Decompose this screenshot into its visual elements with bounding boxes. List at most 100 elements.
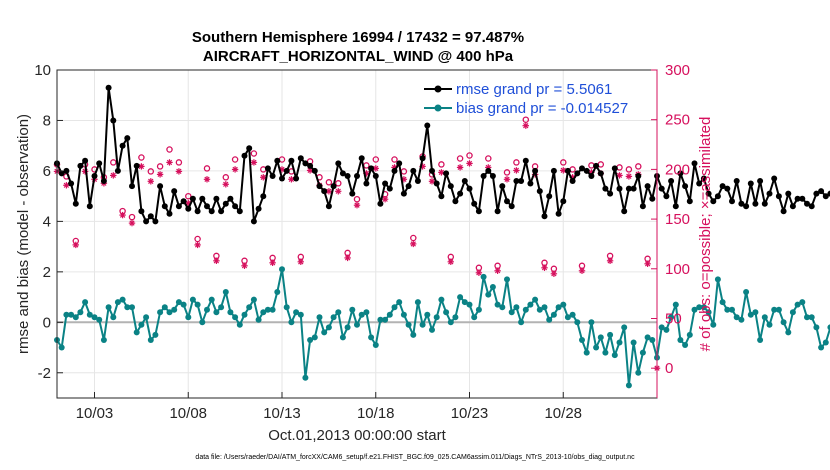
bias-point — [297, 311, 304, 318]
bias-point — [546, 316, 553, 323]
obs-assimilated-point — [213, 257, 220, 264]
rmse-point — [574, 170, 581, 177]
obs-assimilated-point — [456, 164, 464, 171]
obs-assimilated-point — [541, 264, 548, 271]
obs-assimilated-stroke — [260, 174, 266, 181]
obs-assimilated-point — [447, 258, 454, 265]
rmse-point — [714, 193, 721, 200]
rmse-point — [405, 183, 412, 190]
rmse-point — [808, 203, 815, 210]
rmse-point — [241, 152, 248, 159]
bias-point — [433, 314, 440, 321]
bias-point — [91, 314, 98, 321]
rmse-point — [789, 203, 796, 210]
bias-point — [325, 324, 332, 331]
rmse-point — [757, 178, 764, 184]
rmse-point — [602, 185, 609, 192]
bias-point — [513, 304, 520, 311]
rmse-point — [569, 178, 576, 184]
right-tick-label: 250 — [665, 112, 690, 129]
rmse-point — [330, 183, 337, 190]
bias-point — [588, 319, 595, 326]
obs-possible-point — [222, 174, 230, 181]
x-tick-label: 10/18 — [357, 405, 395, 422]
rmse-point — [597, 170, 604, 177]
obs-assimilated-stroke — [110, 172, 116, 179]
bias-point — [185, 314, 192, 321]
bias-point — [630, 339, 637, 346]
rmse-point — [588, 173, 595, 179]
rmse-point — [475, 208, 482, 215]
obs-possible-point — [485, 155, 492, 162]
obs-assimilated-point — [513, 167, 520, 174]
bias-point — [752, 309, 759, 316]
rmse-point — [86, 203, 93, 210]
obs-assimilated-point — [606, 257, 614, 264]
rmse-point — [466, 185, 473, 192]
rmse-point — [386, 185, 393, 192]
bias-point — [485, 291, 492, 298]
obs-assimilated-point — [288, 176, 295, 183]
bias-point — [504, 276, 510, 283]
obs-possible-point — [456, 155, 464, 162]
obs-possible-point — [625, 166, 633, 173]
bias-point — [536, 306, 543, 313]
rmse-point — [696, 180, 703, 187]
bias-point — [705, 309, 712, 316]
rmse-point — [344, 173, 351, 179]
obs-assimilated-point — [438, 169, 445, 176]
bias-point — [208, 296, 215, 303]
rmse-point — [293, 175, 300, 182]
rmse-point — [452, 198, 459, 205]
bias-point — [733, 314, 740, 321]
bias-point — [607, 331, 614, 338]
bias-point — [597, 334, 604, 341]
obs-assimilated-stroke — [213, 258, 220, 264]
bias-point — [532, 296, 539, 303]
obs-possible-point — [194, 235, 201, 243]
rmse-point — [668, 178, 675, 184]
bias-point — [255, 316, 262, 323]
bias-point — [77, 309, 84, 316]
rmse-point — [260, 193, 267, 200]
obs-assimilated-stroke — [194, 242, 201, 248]
rmse-point — [508, 203, 515, 210]
obs-assimilated-point — [503, 176, 511, 183]
obs-assimilated-stroke — [448, 259, 454, 265]
bias-point — [489, 284, 496, 290]
bias-point — [152, 331, 159, 338]
rmse-point — [382, 180, 389, 187]
bias-point — [794, 301, 801, 308]
obs-assimilated-stroke — [466, 160, 473, 167]
rmse-point — [663, 193, 670, 200]
obs-assimilated-point — [428, 178, 436, 185]
rmse-point — [274, 157, 281, 164]
rmse-point — [560, 198, 567, 205]
obs-assimilated-stroke — [119, 212, 126, 218]
x-axis-ticks: 10/03 10/08 10/13 10/18 10/23 10/28 — [76, 392, 582, 422]
bias-point — [382, 316, 389, 323]
rmse-point — [513, 178, 520, 184]
obs-possible-point — [372, 156, 380, 163]
rmse-point — [494, 208, 501, 215]
obs-assimilated-stroke — [504, 176, 510, 183]
obs-assimilated-stroke — [148, 178, 154, 185]
rmse-point — [321, 188, 328, 195]
bias-point — [714, 276, 721, 283]
rmse-point — [175, 203, 182, 210]
bias-series — [54, 266, 830, 389]
obs-assimilated-stroke — [288, 176, 295, 183]
obs-possible-point — [522, 116, 530, 123]
bias-point — [644, 334, 651, 341]
rmse-point — [724, 185, 731, 192]
rmse-point — [794, 195, 801, 202]
right-tick-label: 0 — [665, 360, 673, 377]
obs-assimilated-point — [269, 259, 276, 266]
rmse-point — [443, 170, 450, 177]
rmse-point — [147, 213, 154, 220]
rmse-point — [649, 195, 656, 202]
rmse-point — [429, 167, 435, 174]
rmse-point — [804, 200, 810, 207]
obs-possible-point — [203, 165, 211, 172]
rmse-point — [607, 190, 614, 197]
